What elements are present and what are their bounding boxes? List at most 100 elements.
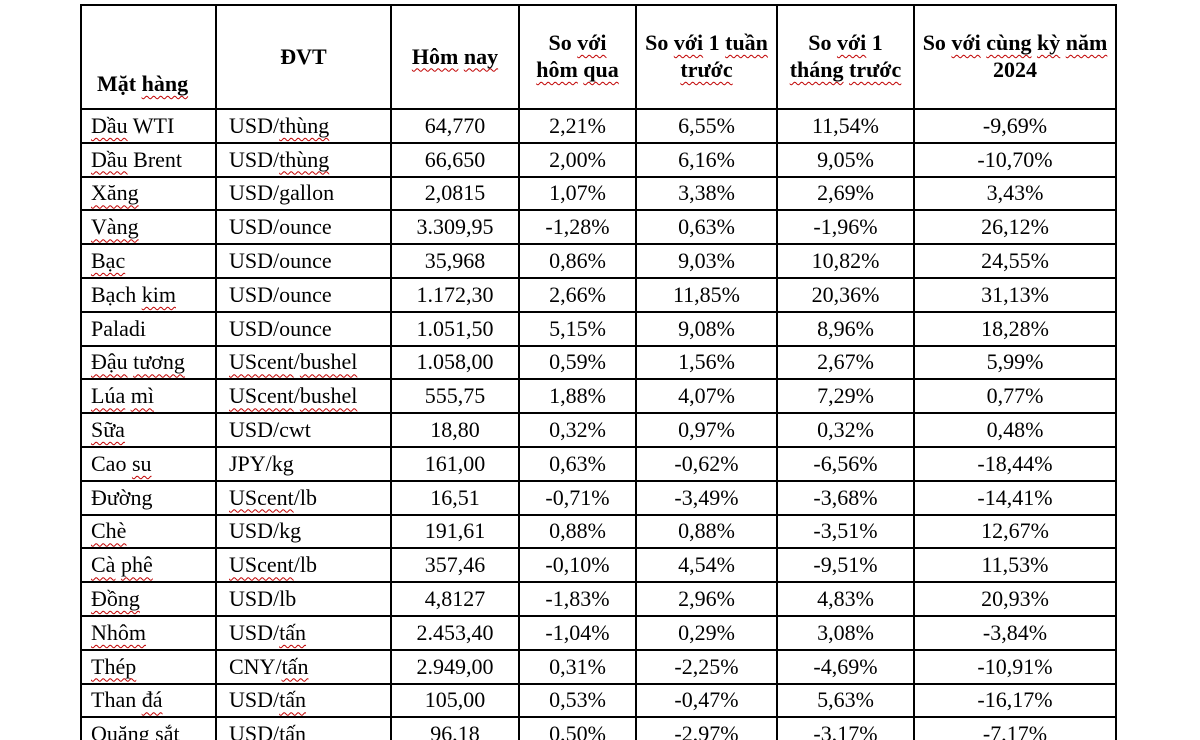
cell-vs-yesterday: -0,10% [518,547,637,584]
cell-vs-2024: 31,13% [913,276,1117,313]
cell-unit: USD/tấn [215,614,392,651]
spellcheck-underline: tấn [281,653,309,679]
cell-vs-month: 3,08% [776,614,915,651]
cell-vs-month: -3,68% [776,479,915,516]
cell-vs-2024: 20,93% [913,581,1117,617]
cell-unit: USD/tấn [215,682,392,719]
col-header-commodity: Mặt hàng [80,4,217,110]
spellcheck-underline: hàng [141,71,189,97]
spellcheck-underline: phê [120,552,153,578]
cell-vs-week: -0,62% [635,445,778,482]
cell-vs-week: 1,56% [635,344,778,381]
cell-vs-month: 9,05% [776,141,915,178]
cell-commodity: Dầu Brent [80,141,217,178]
table-row: Thép CNY/tấn 2.949,00 0,31% -2,25% -4,69% -10,… [80,648,1117,685]
cell-vs-week: -2,25% [635,648,778,685]
spellcheck-underline: Thép [91,653,137,679]
cell-vs-week: -2,97% [635,716,778,740]
spellcheck-underline: Đồng [91,586,140,612]
cell-vs-week: 9,03% [635,243,778,279]
cell-today: 105,00 [390,682,520,719]
spellcheck-underline: trước [680,57,733,82]
cell-unit: UScent/lb [215,479,392,516]
cell-commodity: Đường [80,479,217,516]
spellcheck-underline: tấn [279,721,307,740]
cell-vs-week: 11,85% [635,276,778,313]
cell-today: 357,46 [390,547,520,584]
cell-vs-month: -3,51% [776,513,915,550]
spellcheck-underline: tuần [725,30,768,56]
table-body: Dầu WTI USD/thùng 64,770 2,21% 6,55% 11,54% -9… [80,108,1117,740]
cell-today: 161,00 [390,445,520,482]
cell-vs-month: 10,82% [776,243,915,279]
spellcheck-underline: đá [141,687,163,713]
cell-vs-yesterday: 0,59% [518,344,637,381]
cell-vs-yesterday: 0,32% [518,412,637,448]
cell-vs-yesterday: -0,71% [518,479,637,516]
table-row: Quặng sắt USD/tấn 96,18 0,50% -2,97% -3,17% -7… [80,716,1117,740]
table-header: Mặt hàng ĐVT Hôm nay So với hôm qua So với 1… [80,4,1117,110]
spellcheck-underline: sắt [155,721,180,740]
cell-commodity: Cao su [80,445,217,482]
col-header-vs-yesterday: So với hôm qua [518,4,637,110]
cell-vs-month: 0,32% [776,412,915,448]
spellcheck-underline: tấn [279,687,307,713]
cell-vs-week: 0,88% [635,513,778,550]
cell-today: 191,61 [390,513,520,550]
spellcheck-underline: Sữa [91,417,125,443]
cell-commodity: Paladi [80,310,217,347]
cell-vs-2024: 26,12% [913,209,1117,246]
cell-commodity: Đậu tương [80,344,217,381]
col-header-vs-month: So với 1 tháng trước [776,4,915,110]
cell-commodity: Bạc [80,243,217,279]
cell-vs-2024: 5,99% [913,344,1117,381]
cell-unit: UScent/bushel [215,344,392,381]
cell-vs-month: 5,63% [776,682,915,719]
cell-vs-week: 0,29% [635,614,778,651]
table-row: Nhôm USD/tấn 2.453,40 -1,04% 0,29% 3,08% -3,84… [80,614,1117,651]
cell-today: 64,770 [390,108,520,144]
spellcheck-underline: kỳ [1036,30,1061,56]
cell-vs-2024: -16,17% [913,682,1117,719]
cell-today: 3.309,95 [390,209,520,246]
cell-vs-month: 2,67% [776,344,915,381]
cell-vs-month: 8,96% [776,310,915,347]
cell-vs-month: 20,36% [776,276,915,313]
table-row: Lúa mì UScent/bushel 555,75 1,88% 4,07% 7,29%… [80,378,1117,415]
cell-unit: USD/tấn [215,716,392,740]
cell-commodity: Lúa mì [80,378,217,415]
table-row: Dầu Brent USD/thùng 66,650 2,00% 6,16% 9,05% -… [80,141,1117,178]
cell-vs-2024: 24,55% [913,243,1117,279]
cell-today: 4,8127 [390,581,520,617]
cell-vs-2024: 18,28% [913,310,1117,347]
cell-vs-2024: -14,41% [913,479,1117,516]
spellcheck-underline: Dầu [91,146,128,172]
cell-vs-week: 4,07% [635,378,778,415]
cell-unit: USD/gallon [215,175,392,212]
cell-unit: USD/thùng [215,141,392,178]
spellcheck-underline: năm [1065,30,1108,56]
spellcheck-underline: thùng [279,112,330,138]
cell-vs-week: -3,49% [635,479,778,516]
header-row: Mặt hàng ĐVT Hôm nay So với hôm qua So với 1… [80,4,1117,110]
spellcheck-underline: Bạc [91,248,126,274]
cell-commodity: Sữa [80,412,217,448]
table-row: Vàng USD/ounce 3.309,95 -1,28% 0,63% -1,96% 26… [80,209,1117,246]
cell-today: 1.058,00 [390,344,520,381]
cell-today: 1.051,50 [390,310,520,347]
cell-vs-yesterday: 0,88% [518,513,637,550]
cell-today: 18,80 [390,412,520,448]
cell-vs-month: 11,54% [776,108,915,144]
cell-today: 2.949,00 [390,648,520,685]
cell-vs-2024: -10,91% [913,648,1117,685]
cell-unit: USD/ounce [215,209,392,246]
cell-vs-yesterday: 2,66% [518,276,637,313]
table-row: Chè USD/kg 191,61 0,88% 0,88% -3,51% 12,67% [80,513,1117,550]
cell-commodity: Nhôm [80,614,217,651]
cell-today: 1.172,30 [390,276,520,313]
cell-vs-yesterday: 0,31% [518,648,637,685]
cell-vs-week: 6,55% [635,108,778,144]
cell-vs-yesterday: 0,50% [518,716,637,740]
spellcheck-underline: thùng [279,146,330,172]
cell-vs-month: 2,69% [776,175,915,212]
